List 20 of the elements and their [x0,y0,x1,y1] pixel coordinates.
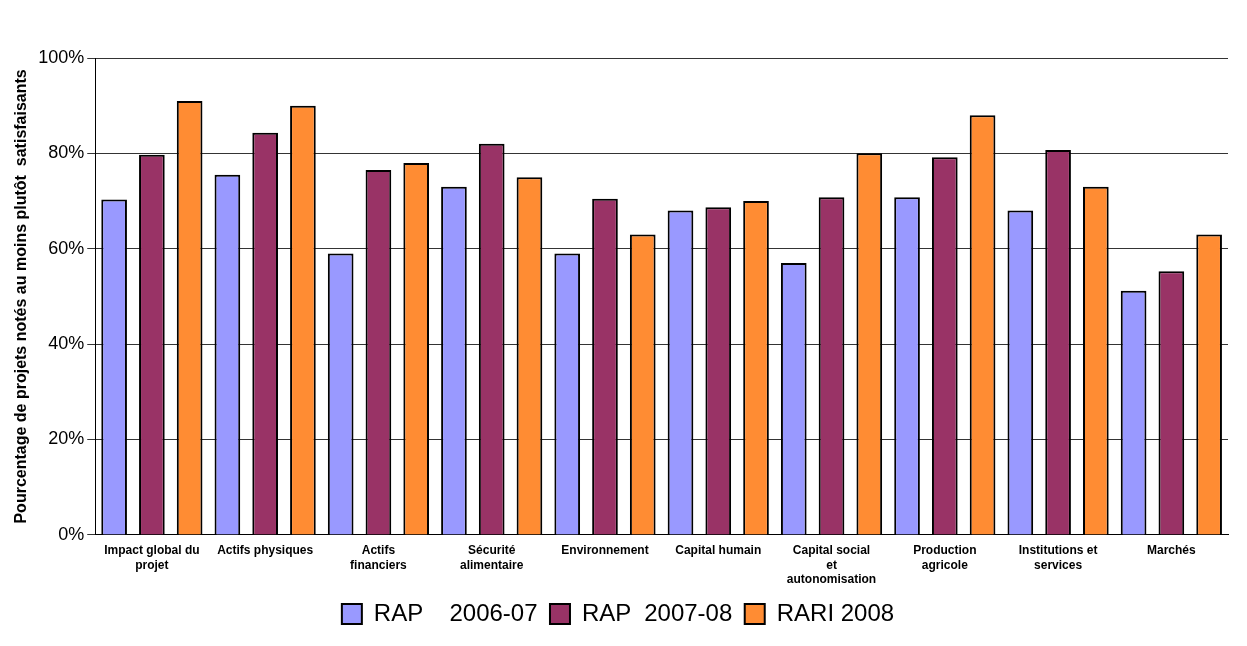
x-tick-label: Actifs physiques [217,543,314,558]
x-tick-label: Institutions et services [1018,543,1098,572]
legend-label: RAP 2007-08 [581,598,733,626]
x-tick-label: Marchés [1147,543,1197,558]
x-tick-label: Environnement [561,543,649,558]
x-tick-label: Production agricole [913,543,977,572]
x-tick-label: Actifs financiers [350,543,408,572]
x-tick-label: Sécurité alimentaire [460,543,524,572]
y-axis-title: Pourcentage de projets notés au moins plutôt satisfaisants [12,69,30,524]
legend-label: RAP 2006-07 [373,598,538,626]
legend-label: RARI 2008 [776,598,895,626]
y-tick-label: 100% [38,46,85,67]
y-tick-label: 60% [48,237,85,258]
y-tick-label: 20% [48,428,85,449]
y-tick-label: 40% [48,333,85,354]
x-tick-label: Capital humain [675,543,762,558]
y-tick-label: 80% [48,142,85,163]
x-tick-label: Capital social et autonomisation [786,543,877,587]
y-tick-label: 0% [58,523,85,544]
x-tick-label: Impact global du projet [104,543,200,572]
